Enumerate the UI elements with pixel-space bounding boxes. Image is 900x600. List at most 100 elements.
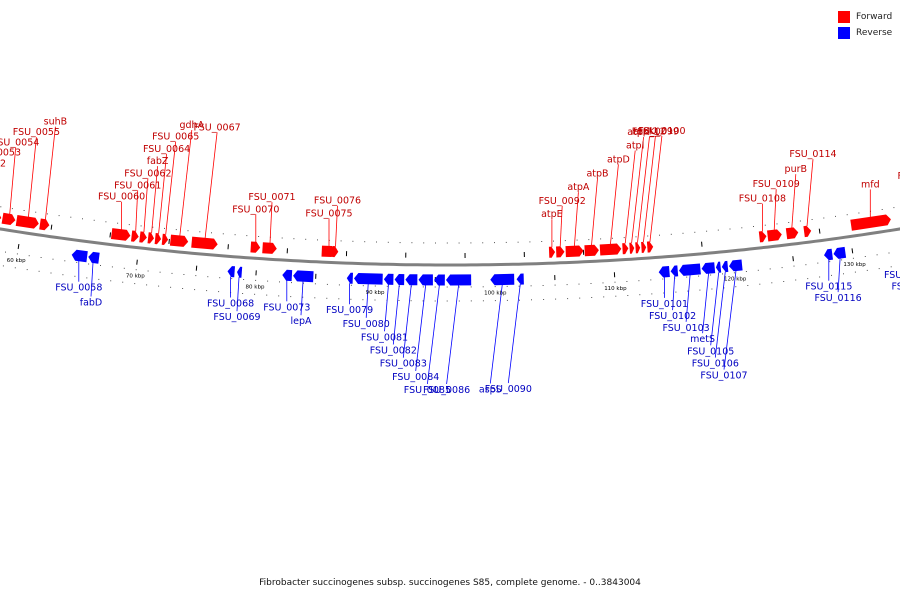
gene-label[interactable]: FSU_0100 — [638, 126, 685, 137]
gene-arrow-atpa[interactable] — [565, 245, 584, 258]
gene-arrow-fabz[interactable] — [147, 232, 155, 244]
gene-label[interactable]: FSU_0053 — [0, 148, 21, 159]
gene-arrow-fsu-0102[interactable] — [670, 265, 679, 277]
gene-arrow-mfd[interactable] — [850, 214, 891, 231]
gene-label[interactable]: atpE — [541, 209, 563, 220]
gene-arrow-fsu-0061[interactable] — [131, 230, 139, 242]
gene-arrow-suhb[interactable] — [39, 218, 50, 231]
gene-arrow-fsu-0109[interactable] — [767, 229, 782, 242]
gene-label[interactable]: atpK_2 — [633, 127, 666, 138]
gene-arrow-fsu-0092[interactable] — [556, 246, 565, 258]
gene-label[interactable]: aspS — [479, 385, 502, 396]
gene-label[interactable]: FSU_0082 — [370, 346, 417, 357]
gene-label[interactable]: FSU_0108 — [739, 194, 786, 205]
gene-label[interactable]: atpA — [567, 182, 590, 193]
gene-label[interactable]: FSU_0054 — [0, 137, 39, 148]
gene-arrow-fsu-0081[interactable] — [383, 273, 394, 285]
gene-label[interactable]: atpD — [607, 154, 630, 165]
gene-label[interactable]: FSU_0075 — [305, 208, 352, 219]
gene-label[interactable]: FSU_0052 — [0, 159, 6, 170]
gene-arrow-fsu-0079[interactable] — [346, 272, 353, 284]
gene-label[interactable]: FSU_0106 — [692, 359, 739, 370]
gene-arrow-fsu-0069[interactable] — [237, 266, 243, 278]
gene-label[interactable]: FSU_0083 — [380, 359, 427, 370]
gene-arrow-fsu-0053[interactable] — [0, 210, 2, 223]
gene-arrow-fsu-0080[interactable] — [354, 273, 383, 285]
gene-arrow-fsu-0115[interactable] — [824, 248, 833, 261]
gene-label[interactable]: FSU_0086 — [423, 385, 470, 396]
gene-arrow-fsu-0065[interactable] — [161, 233, 169, 245]
gene-label[interactable]: suhB — [44, 117, 68, 128]
gene-label[interactable]: FSU_0103 — [662, 323, 709, 334]
gene-arrow-fsu-0073[interactable] — [282, 269, 293, 282]
gene-label[interactable]: FSU_0107 — [700, 371, 747, 382]
gene-arrow-fsu-0082[interactable] — [394, 274, 405, 286]
gene-arrow-fsu-0058[interactable] — [71, 249, 88, 263]
gene-arrow-fsu-0105[interactable] — [715, 261, 722, 273]
gene-label[interactable]: FSU_0058 — [55, 283, 102, 294]
gene-label[interactable]: FSU_0069 — [213, 312, 260, 323]
gene-label[interactable]: FSU_0061 — [114, 180, 161, 191]
gene-label[interactable]: fabZ — [147, 156, 169, 167]
gene-arrow-fsu-0116[interactable] — [833, 246, 847, 259]
gene-arrow-gdha[interactable] — [169, 234, 189, 247]
gene-arrow-fsu-0064[interactable] — [154, 233, 162, 245]
gene-label[interactable]: FSU_0067 — [193, 122, 240, 133]
gene-arrow-fsu-0068[interactable] — [227, 266, 236, 278]
gene-arrow-fsu-0108[interactable] — [758, 231, 767, 243]
gene-label[interactable]: FSU_0092 — [539, 196, 586, 207]
gene-arrow-atpb[interactable] — [584, 244, 599, 257]
gene-arrow-lepa[interactable] — [293, 270, 314, 283]
gene-label[interactable]: FSU_0090 — [485, 384, 532, 395]
gene-label[interactable]: gdhA — [180, 120, 205, 131]
gene-arrow-atpk-2[interactable] — [635, 242, 641, 254]
gene-arrow-fsu-0107[interactable] — [729, 259, 743, 272]
gene-arrow-fsu-0103[interactable] — [679, 263, 701, 276]
gene-arrow-asps[interactable] — [490, 273, 515, 286]
gene-arrow-fsu-0055[interactable] — [15, 215, 39, 229]
gene-arrow-mets[interactable] — [701, 262, 716, 274]
gene-arrow-fsu-0054[interactable] — [1, 212, 16, 225]
gene-label[interactable]: FSU_0073 — [263, 302, 310, 313]
gene-label[interactable]: FSU_0085 — [404, 385, 451, 396]
gene-arrow-fsu-0070[interactable] — [250, 241, 261, 253]
gene-arrow-atpd[interactable] — [599, 243, 622, 256]
gene-arrow-fsu-0100[interactable] — [646, 241, 654, 253]
gene-label[interactable]: FSU_0119 — [897, 171, 900, 182]
gene-arrow-fsu-0099[interactable] — [641, 241, 647, 253]
gene-arrow-atpi[interactable] — [622, 243, 629, 255]
gene-arrow-fsu-0083[interactable] — [405, 274, 418, 286]
gene-arrow-fabd[interactable] — [88, 251, 100, 264]
gene-label[interactable]: atpB — [586, 168, 608, 179]
gene-label[interactable]: metS — [690, 334, 715, 345]
gene-label[interactable]: FSU_0068 — [207, 299, 254, 310]
gene-label[interactable]: FSU_0081 — [361, 332, 408, 343]
gene-label[interactable]: FSU_0114 — [789, 149, 836, 160]
gene-label[interactable]: FSU_0064 — [143, 144, 190, 155]
gene-label[interactable]: FSU_0102 — [649, 311, 696, 322]
gene-label[interactable]: FSU_0070 — [232, 204, 279, 215]
gene-label[interactable]: FSU_0065 — [152, 132, 199, 143]
gene-label[interactable]: FSU_0116 — [814, 293, 861, 304]
gene-arrow-fsu-0085[interactable] — [434, 274, 445, 286]
gene-arrow-fsu-0106[interactable] — [721, 260, 729, 273]
gene-label[interactable]: purB — [785, 164, 807, 175]
gene-label[interactable]: FSU_0120 — [891, 281, 900, 292]
gene-arrow-fsu-0076[interactable] — [332, 246, 339, 258]
gene-label[interactable]: FSU_0055 — [13, 127, 60, 138]
gene-label[interactable]: FSU_0101 — [641, 299, 688, 310]
gene-label[interactable]: FSU_0105 — [687, 346, 734, 357]
gene-label[interactable]: fabD — [80, 298, 103, 309]
gene-arrow-purb[interactable] — [785, 227, 799, 240]
gene-label[interactable]: FSU_0118 — [884, 270, 900, 281]
gene-arrow-fsu-0101[interactable] — [658, 266, 670, 278]
gene-label[interactable]: FSU_0084 — [392, 372, 439, 383]
gene-label[interactable]: atpI — [626, 141, 644, 152]
gene-label[interactable]: FSU_0079 — [326, 305, 373, 316]
gene-arrow-fsu-0062[interactable] — [139, 231, 147, 243]
gene-arrow-fsu-0084[interactable] — [418, 274, 433, 286]
gene-arrow-fsu-0090[interactable] — [516, 273, 524, 285]
gene-label[interactable]: FSU_0099 — [632, 126, 679, 137]
gene-arrow-atpe[interactable] — [548, 246, 556, 258]
gene-label[interactable]: FSU_0115 — [805, 282, 852, 293]
